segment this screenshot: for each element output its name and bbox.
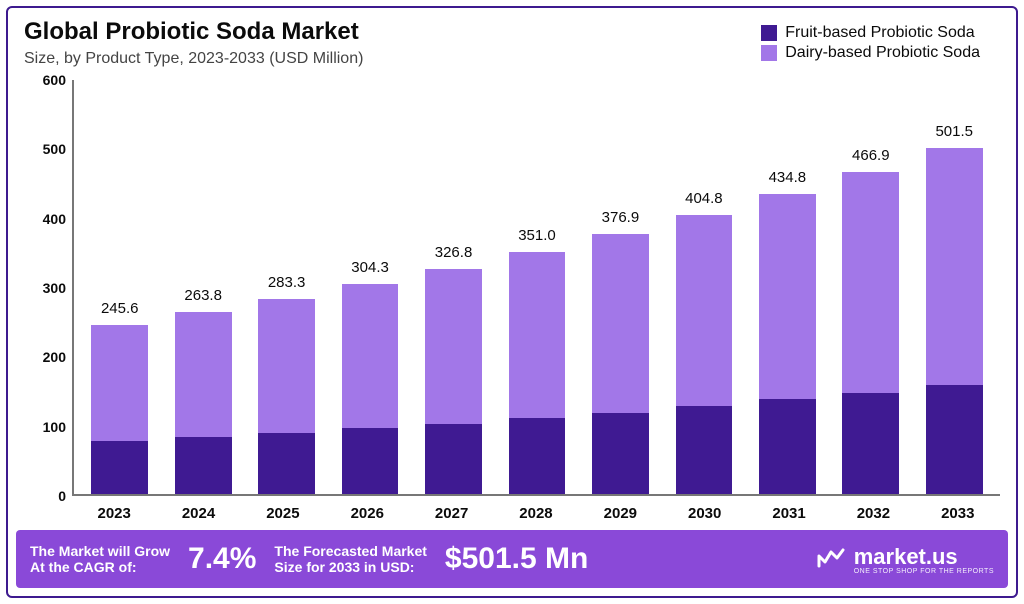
bar-total-label: 501.5 [935,123,973,140]
bar-segment-dairy [926,148,983,385]
bar-group: 501.5 [913,80,996,494]
legend-item: Fruit-based Probiotic Soda [761,24,980,42]
bar [926,148,983,494]
y-tick: 0 [58,488,66,504]
bar-segment-dairy [91,325,148,441]
bar-group: 263.8 [161,80,244,494]
x-tick: 2024 [156,505,240,522]
bar-segment-fruit [509,418,566,494]
y-tick: 500 [43,141,66,157]
bar-segment-fruit [258,433,315,494]
y-tick: 200 [43,349,66,365]
x-tick: 2026 [325,505,409,522]
bar [175,312,232,494]
bar-segment-dairy [676,215,733,407]
bar-total-label: 351.0 [518,227,556,244]
bar-total-label: 304.3 [351,259,389,276]
legend-swatch [761,25,777,41]
brand-logo-icon [816,544,846,574]
bar-segment-fruit [592,413,649,494]
bar-total-label: 376.9 [602,209,640,226]
legend: Fruit-based Probiotic Soda Dairy-based Pr… [761,24,980,64]
x-axis: 2023202420252026202720282029203020312032… [72,505,1000,522]
y-tick: 100 [43,419,66,435]
bar-group: 404.8 [662,80,745,494]
x-tick: 2027 [409,505,493,522]
bar-segment-dairy [258,299,315,433]
bar-group: 466.9 [829,80,912,494]
bar-segment-fruit [91,441,148,494]
plot-area: 245.6 263.8 283.3 304.3 326.8 351.0 376.9 404.8… [72,80,1000,496]
bar [592,234,649,494]
bar-segment-fruit [926,385,983,494]
bar-total-label: 466.9 [852,147,890,164]
bar-segment-dairy [425,269,482,424]
bar-total-label: 245.6 [101,300,139,317]
bar-total-label: 434.8 [769,169,807,186]
y-tick: 600 [43,72,66,88]
bar-segment-dairy [842,172,899,393]
bar-segment-dairy [509,252,566,418]
bar [842,172,899,494]
y-tick: 300 [43,280,66,296]
brand: market.us ONE STOP SHOP FOR THE REPORTS [816,544,994,575]
y-tick: 400 [43,211,66,227]
bar [91,325,148,494]
y-axis: 0100200300400500600 [24,80,72,496]
x-tick: 2033 [916,505,1000,522]
bar-group: 304.3 [328,80,411,494]
bar-total-label: 283.3 [268,274,306,291]
forecast-value: $501.5 Mn [445,542,588,576]
x-tick: 2029 [578,505,662,522]
bar-segment-fruit [425,424,482,494]
bar-segment-fruit [759,399,816,494]
x-tick: 2030 [663,505,747,522]
brand-name: market.us [854,544,994,570]
x-tick: 2028 [494,505,578,522]
bar-segment-dairy [175,312,232,437]
bar-group: 351.0 [495,80,578,494]
brand-tagline: ONE STOP SHOP FOR THE REPORTS [854,568,994,575]
cagr-value: 7.4% [188,542,256,576]
x-tick: 2025 [241,505,325,522]
bar-segment-fruit [175,437,232,494]
bar-segment-dairy [592,234,649,413]
bar [509,252,566,494]
bar-total-label: 326.8 [435,244,473,261]
bar-segment-fruit [842,393,899,494]
bar-total-label: 404.8 [685,190,723,207]
bar [676,215,733,494]
bar-group: 245.6 [78,80,161,494]
bar-segment-dairy [759,194,816,399]
bars-container: 245.6 263.8 283.3 304.3 326.8 351.0 376.9 404.8… [74,80,1000,494]
bar [258,299,315,494]
bar-segment-dairy [342,284,399,428]
bar [342,284,399,494]
x-tick: 2031 [747,505,831,522]
bar-group: 283.3 [245,80,328,494]
bar-segment-fruit [342,428,399,494]
footer-banner: The Market will GrowAt the CAGR of: 7.4%… [16,530,1008,588]
x-tick: 2032 [831,505,915,522]
bar-group: 326.8 [412,80,495,494]
legend-label: Fruit-based Probiotic Soda [785,24,974,42]
bar-total-label: 263.8 [184,287,222,304]
x-tick: 2023 [72,505,156,522]
bar-group: 376.9 [579,80,662,494]
chart-area: 0100200300400500600 245.6263.8283.3304.3… [24,80,1000,496]
bar [425,269,482,494]
legend-label: Dairy-based Probiotic Soda [785,44,980,62]
legend-item: Dairy-based Probiotic Soda [761,44,980,62]
header: Global Probiotic Soda Market Size, by Pr… [24,18,1000,78]
forecast-label: The Forecasted MarketSize for 2033 in US… [274,543,427,575]
chart-card: Global Probiotic Soda Market Size, by Pr… [6,6,1018,598]
legend-swatch [761,45,777,61]
bar [759,194,816,494]
cagr-label: The Market will GrowAt the CAGR of: [30,543,170,575]
bar-segment-fruit [676,406,733,494]
bar-group: 434.8 [746,80,829,494]
